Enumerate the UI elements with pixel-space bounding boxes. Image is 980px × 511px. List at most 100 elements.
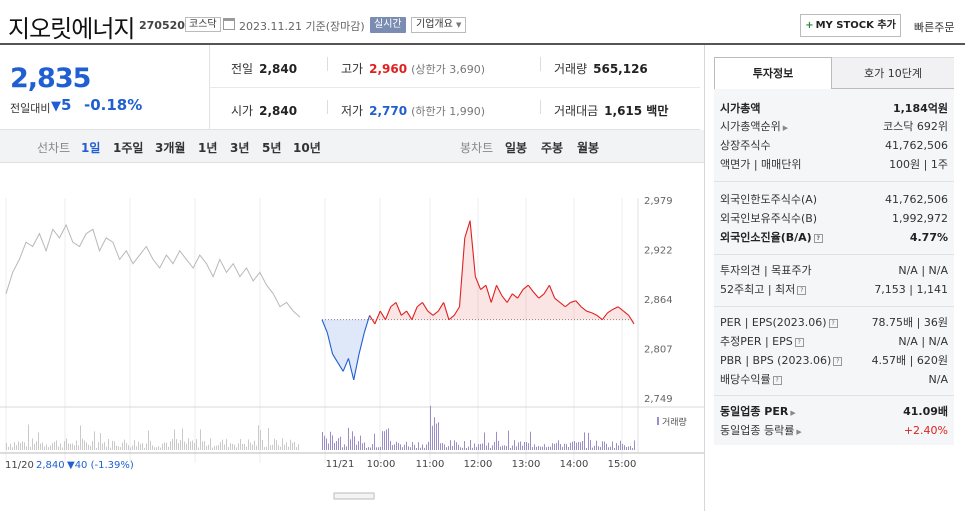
volume-bar — [606, 443, 607, 450]
area-up — [422, 302, 428, 320]
volume-bar — [488, 442, 489, 450]
price-line-up — [543, 284, 550, 295]
volume-bar — [588, 432, 589, 450]
help-icon[interactable]: ? — [813, 233, 823, 243]
invest-body: 시가총액 1,184억원 시가총액순위 ▶ 코스닥 692위 상장주식수 41,762,… — [714, 89, 954, 445]
volume-bar — [56, 440, 57, 450]
stock-name: 지오릿에너지 — [8, 15, 135, 43]
period-1d[interactable]: 1일 — [81, 141, 101, 155]
help-icon[interactable]: ? — [828, 318, 838, 328]
candle-monthly[interactable]: 월봉 — [577, 141, 600, 155]
add-mystock-button[interactable]: + MY STOCK 추가 — [800, 14, 901, 37]
help-icon[interactable]: ? — [772, 375, 782, 385]
period-5y[interactable]: 5년 — [262, 141, 282, 155]
volume-bar — [104, 442, 105, 450]
volume-bar — [326, 438, 327, 450]
period-1w[interactable]: 1주일 — [113, 141, 144, 155]
volume-bar — [374, 433, 375, 450]
volume-bar — [28, 424, 29, 450]
volume-bar — [60, 443, 61, 450]
volume-bar — [200, 429, 201, 450]
dividend-label-text: 배당수익률 — [720, 373, 771, 386]
volume-bar — [124, 439, 125, 450]
industry-rate-row[interactable]: 동일업종 등락률 ▶ +2.40% — [720, 423, 948, 439]
volume-bar — [186, 443, 187, 450]
price-line-up — [416, 302, 423, 308]
price-line-up — [506, 293, 513, 303]
volume-bar — [624, 445, 625, 450]
volume-bar — [376, 447, 377, 450]
candle-daily[interactable]: 일봉 — [505, 141, 528, 155]
volume-bar — [116, 445, 117, 450]
est-per-row: 추정PER | EPS? N/A | N/A — [720, 334, 948, 350]
industry-per-value: 41.09배 — [903, 405, 948, 418]
realtime-button[interactable]: 실시간 — [370, 17, 406, 33]
volume-bar — [436, 423, 437, 450]
area-up — [491, 285, 497, 320]
line-chart-tab[interactable]: 선차트 — [37, 141, 71, 155]
volume-bar — [594, 445, 595, 450]
help-icon[interactable]: ? — [794, 337, 804, 347]
price-line-up — [580, 306, 587, 312]
volume-bar — [444, 444, 445, 450]
candle-weekly[interactable]: 주봉 — [541, 141, 564, 155]
volume-bar — [152, 445, 153, 450]
volume-bar — [262, 439, 263, 450]
y-tick-label: 2,922 — [644, 246, 673, 257]
volume-bar — [622, 443, 623, 450]
volume-bar — [610, 446, 611, 450]
price-line-up — [469, 220, 476, 277]
price-line-up — [607, 308, 614, 314]
volume-bar — [16, 445, 17, 450]
quick-order-link[interactable]: 빠른주문 — [914, 21, 955, 34]
volume-bar — [358, 441, 359, 450]
volume-bar — [322, 431, 323, 450]
period-1y[interactable]: 1년 — [198, 141, 218, 155]
volume-bar — [496, 431, 497, 450]
volume-bar — [258, 425, 259, 450]
area-up — [533, 292, 539, 320]
period-3m[interactable]: 3개월 — [155, 141, 186, 155]
area-up — [623, 311, 629, 320]
volume-bar — [520, 441, 521, 450]
volume-bar — [536, 446, 537, 450]
volume-bar — [350, 439, 351, 450]
prev-day-close: 2,840 — [36, 460, 65, 471]
x-tick-label: 14:00 — [560, 459, 589, 470]
volume-bar — [382, 431, 383, 450]
volume-bar — [50, 445, 51, 450]
amount-label: 거래대금 — [554, 104, 599, 118]
volume-bar — [122, 442, 123, 450]
candle-chart-tab[interactable]: 봉차트 — [460, 141, 494, 155]
volume-bar — [84, 440, 85, 450]
trade-amount: 거래대금 1,615 백만 — [554, 102, 668, 119]
volume-bar — [480, 444, 481, 450]
area-up — [591, 312, 597, 320]
period-3y[interactable]: 3년 — [230, 141, 250, 155]
volume-bar — [92, 441, 93, 450]
high-price: 고가 2,960 (상한가 3,690) — [341, 60, 485, 77]
price-line-down — [332, 353, 339, 363]
intraday-chart[interactable]: 2,979 2,922 2,864 2,807 2,749 거래량 11/21 10:00 11… — [0, 163, 704, 511]
volume-bar — [30, 446, 31, 450]
price-line-up — [406, 310, 413, 320]
help-icon[interactable]: ? — [833, 356, 843, 366]
tab-orderbook[interactable]: 호가 10단계 — [832, 57, 954, 89]
volume-bar — [524, 441, 525, 450]
company-info-dropdown[interactable]: 기업개요 ▼ — [411, 17, 467, 33]
stock-code: 270520 — [139, 19, 185, 32]
tab-invest-info[interactable]: 투자정보 — [714, 57, 832, 89]
period-10y[interactable]: 10년 — [293, 141, 321, 155]
divider — [540, 100, 541, 114]
volume-bar — [500, 446, 501, 450]
help-icon[interactable]: ? — [797, 285, 807, 295]
open-value: 2,840 — [259, 104, 298, 118]
volume-bar — [454, 440, 455, 450]
volume-bar — [626, 447, 627, 450]
rank-row[interactable]: 시가총액순위 ▶ 코스닥 692위 — [720, 119, 948, 135]
volume-bar — [554, 443, 555, 450]
x-tick-label: 11/21 — [326, 459, 355, 470]
volume-bar — [424, 447, 425, 450]
chevron-down-icon: ▼ — [456, 21, 462, 29]
industry-per-row[interactable]: 동일업종 PER ▶ 41.09배 — [720, 404, 948, 420]
